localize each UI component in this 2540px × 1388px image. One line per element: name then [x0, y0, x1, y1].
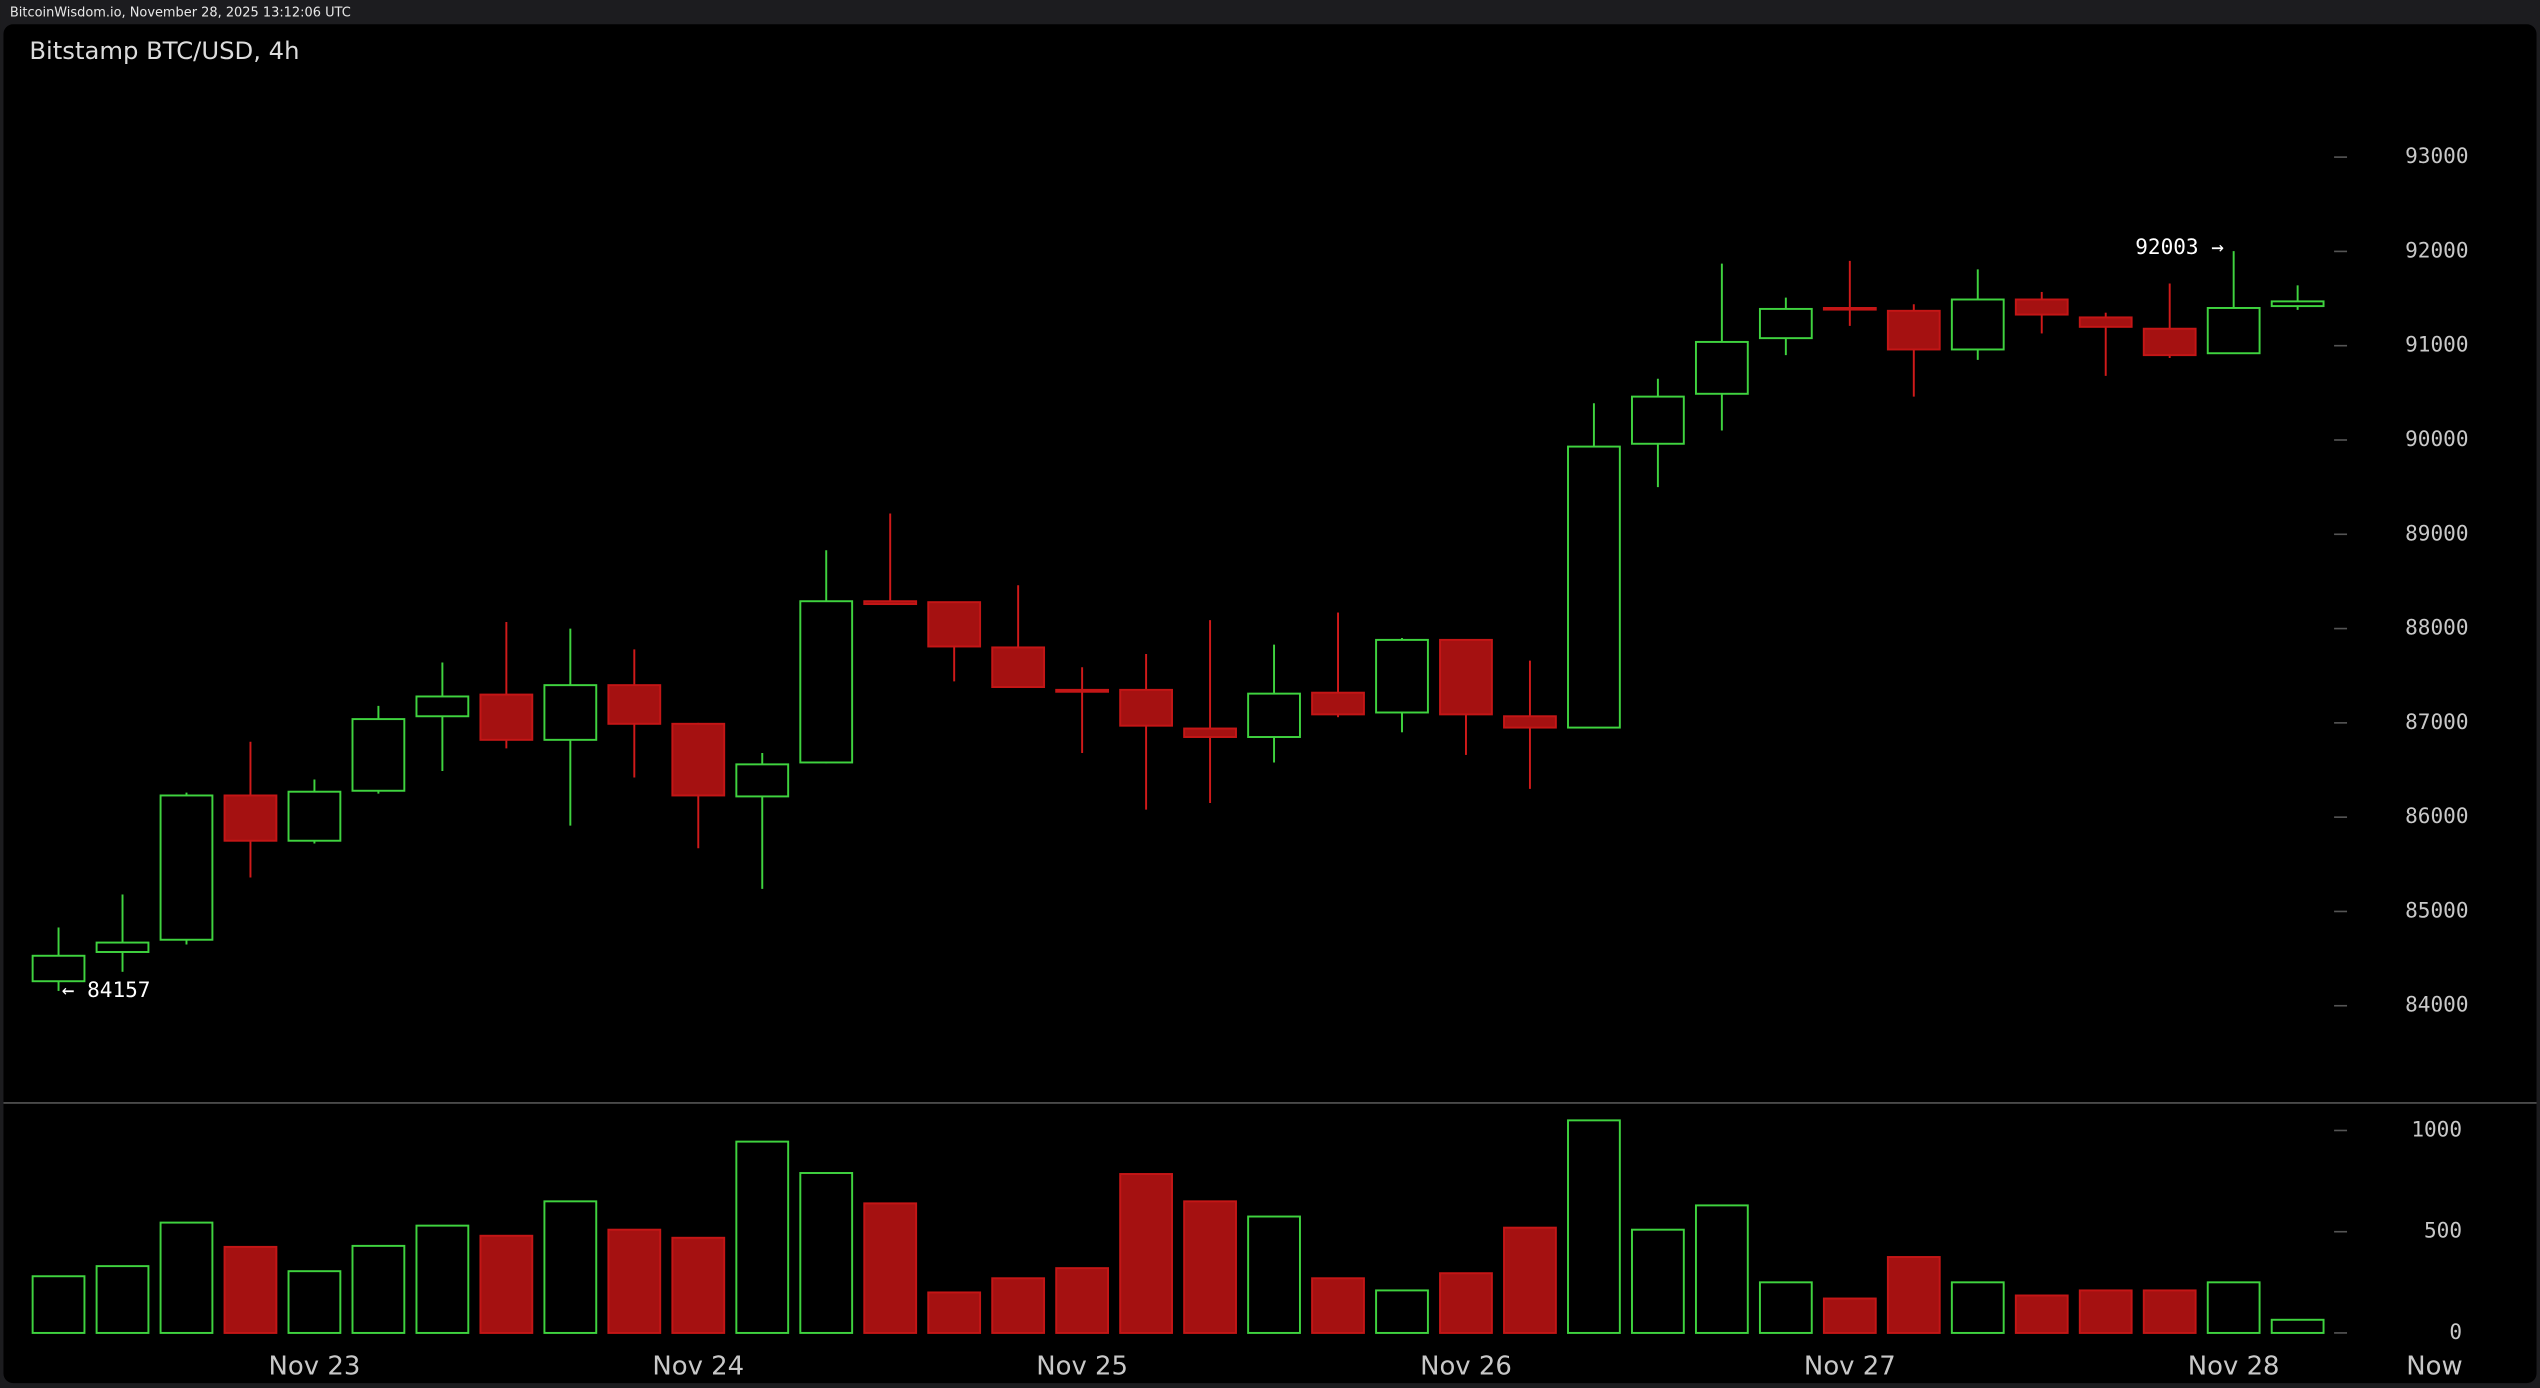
candle-body — [735, 763, 790, 798]
x-tick-label: Nov 26 — [1420, 1351, 1512, 1381]
volume-bar — [2270, 1318, 2325, 1334]
y-tick-label: 91000 — [2405, 332, 2468, 357]
volume-bar — [991, 1277, 1046, 1334]
plot: 84000 85000 86000 87000 88000 89000 90000 91000… — [31, 143, 2469, 1381]
volume-bar — [1631, 1228, 1685, 1334]
candle-body — [1375, 638, 1429, 714]
volume-bar — [1439, 1272, 1493, 1334]
candle-body — [2142, 327, 2197, 357]
x-tick-label: Nov 23 — [269, 1351, 361, 1381]
volume-bar — [287, 1270, 342, 1334]
candle-body — [287, 790, 342, 842]
candle-body — [415, 695, 470, 718]
volume-bar — [2078, 1289, 2133, 1334]
candle-body — [607, 684, 662, 725]
candle-body — [1183, 727, 1237, 738]
y2-tick-label: 1000 — [2411, 1116, 2462, 1141]
candle-body — [1567, 445, 1621, 729]
candle-body — [1950, 298, 2005, 351]
candle-body — [1822, 307, 1877, 311]
x-tick-label: Nov 28 — [2188, 1351, 2280, 1381]
candle-body — [991, 646, 1046, 689]
y2-tick-label: 500 — [2424, 1218, 2462, 1243]
volume-bar — [1950, 1281, 2005, 1334]
x-tick-label: Nov 25 — [1036, 1351, 1128, 1381]
candle-body — [1119, 688, 1173, 727]
volume-bar — [1055, 1267, 1110, 1334]
volume-bar — [223, 1245, 278, 1334]
volume-bar — [863, 1202, 918, 1334]
x-tick-label: Nov 27 — [1804, 1351, 1896, 1381]
header: BitcoinWisdom.io, November 28, 2025 13:1… — [10, 5, 351, 20]
volume-bar — [1503, 1226, 1557, 1334]
candle-body — [1311, 691, 1365, 716]
low-annotation: ← 84157 — [62, 977, 151, 1002]
candle-body — [1247, 692, 1301, 738]
volume-bar — [415, 1224, 470, 1334]
candle-body — [2206, 307, 2261, 355]
candle-body — [1886, 309, 1941, 351]
volume-bar — [479, 1234, 534, 1334]
candle-body — [671, 722, 726, 797]
volume-bar — [159, 1221, 214, 1334]
now-label: Now — [2406, 1351, 2462, 1381]
volume-bar — [1311, 1277, 1365, 1334]
candle-body — [95, 941, 150, 953]
volume-bar — [1183, 1200, 1237, 1334]
volume-bar — [543, 1200, 598, 1334]
candle-body — [1055, 688, 1110, 693]
candle-body — [799, 600, 854, 764]
candle-body — [1631, 395, 1685, 445]
y2-tick-label: 0 — [2449, 1319, 2462, 1344]
y-tick-label: 93000 — [2405, 143, 2468, 168]
volume-bar — [351, 1244, 406, 1334]
y-tick-label: 89000 — [2405, 520, 2468, 545]
volume-bar — [31, 1275, 86, 1334]
candle-body — [927, 601, 982, 648]
volume-bar — [671, 1236, 726, 1334]
volume-bar — [2206, 1281, 2261, 1334]
candle-body — [159, 794, 214, 941]
candle-body — [2078, 316, 2133, 328]
candle-body — [2014, 298, 2069, 316]
y-tick-label: 86000 — [2405, 803, 2468, 828]
volume-bar — [1758, 1281, 1813, 1334]
candle-body — [479, 693, 534, 741]
volume-bar — [1567, 1119, 1621, 1334]
candle-body — [543, 684, 598, 741]
candle-body — [1758, 307, 1813, 340]
y-tick-label: 92000 — [2405, 237, 2468, 262]
y-tick-label: 90000 — [2405, 426, 2468, 451]
volume-bar — [927, 1291, 982, 1334]
volume-bar — [1886, 1256, 1941, 1334]
volume-bar — [1119, 1173, 1173, 1334]
volume-bar — [1247, 1215, 1301, 1334]
candle-body — [863, 600, 918, 606]
volume-bar — [95, 1265, 150, 1334]
volume-bar — [607, 1228, 662, 1334]
x-tick-label: Nov 24 — [652, 1351, 744, 1381]
high-annotation: 92003 → — [2135, 234, 2224, 259]
candle-body — [1439, 638, 1493, 716]
chart-title: Bitstamp BTC/USD, 4h — [29, 36, 299, 65]
volume-bar — [2142, 1289, 2197, 1334]
volume-bar — [1822, 1297, 1877, 1334]
volume-bar — [735, 1140, 790, 1334]
candle-body — [2270, 300, 2325, 308]
candle-body — [1694, 340, 1749, 395]
candle-body — [351, 718, 406, 792]
y-tick-label: 85000 — [2405, 897, 2468, 922]
candle-body — [31, 954, 86, 983]
y-tick-label: 88000 — [2405, 615, 2468, 640]
candle-body — [1503, 715, 1557, 729]
volume-bar — [799, 1172, 854, 1334]
y-tick-label: 84000 — [2405, 992, 2468, 1017]
candle-body — [223, 794, 278, 842]
volume-bar — [2014, 1294, 2069, 1334]
volume-bar — [1375, 1289, 1429, 1334]
y-tick-label: 87000 — [2405, 709, 2468, 734]
volume-bar — [1694, 1204, 1749, 1334]
